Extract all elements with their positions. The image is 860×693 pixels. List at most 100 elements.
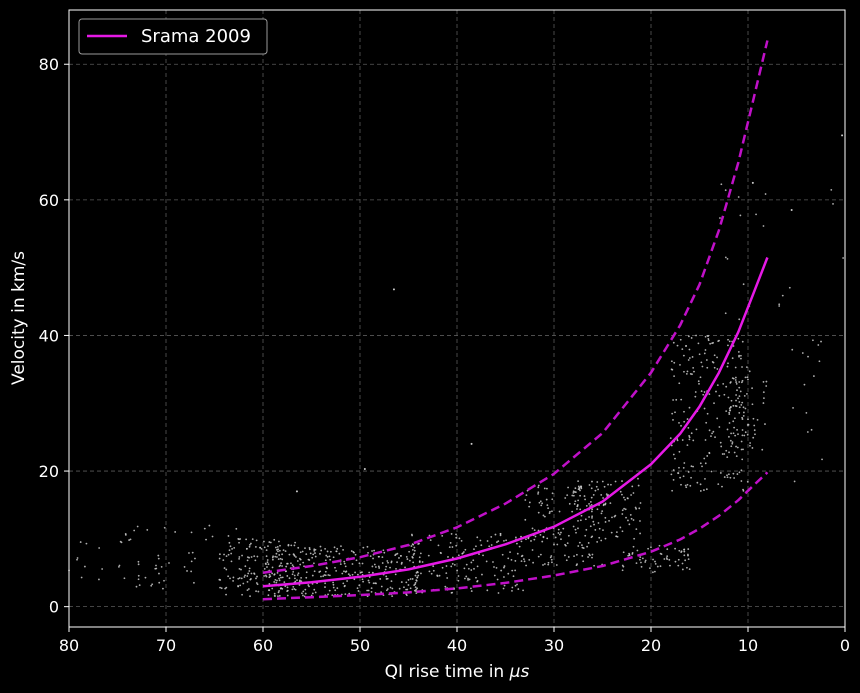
scatter-point bbox=[604, 521, 607, 523]
scatter-point bbox=[392, 288, 395, 291]
scatter-point bbox=[639, 556, 642, 559]
scatter-point bbox=[546, 504, 549, 507]
scatter-point bbox=[219, 579, 222, 581]
scatter-point bbox=[514, 560, 517, 562]
scatter-point bbox=[305, 571, 308, 574]
scatter-point bbox=[686, 566, 688, 569]
scatter-point bbox=[690, 465, 693, 468]
scatter-point bbox=[575, 564, 578, 567]
scatter-point bbox=[746, 424, 749, 426]
scatter-point bbox=[514, 584, 517, 587]
scatter-point bbox=[482, 554, 484, 557]
scatter-point bbox=[591, 480, 593, 483]
scatter-point bbox=[729, 381, 732, 384]
scatter-point bbox=[524, 499, 527, 501]
scatter-point bbox=[554, 536, 557, 539]
scatter-point bbox=[678, 382, 681, 385]
scatter-point bbox=[710, 470, 713, 473]
scatter-point bbox=[727, 362, 729, 365]
scatter-point bbox=[385, 565, 388, 568]
scatter-point bbox=[574, 487, 577, 490]
scatter-point bbox=[274, 578, 277, 581]
scatter-point bbox=[681, 348, 684, 351]
scatter-point bbox=[748, 370, 751, 373]
scatter-point bbox=[735, 455, 738, 458]
scatter-point bbox=[622, 551, 625, 554]
scatter-point bbox=[429, 539, 432, 542]
scatter-point bbox=[594, 529, 597, 531]
scatter-point bbox=[633, 537, 636, 540]
scatter-point bbox=[499, 534, 502, 537]
scatter-point bbox=[592, 493, 595, 496]
scatter-point bbox=[637, 477, 639, 480]
scatter-point bbox=[520, 540, 523, 543]
scatter-point bbox=[580, 487, 583, 490]
scatter-point bbox=[419, 552, 422, 555]
scatter-point bbox=[562, 527, 565, 530]
scatter-point bbox=[367, 551, 369, 554]
scatter-point bbox=[674, 457, 676, 460]
scatter-point bbox=[390, 560, 393, 563]
scatter-point bbox=[308, 585, 310, 588]
scatter-point bbox=[672, 399, 675, 401]
scatter-point bbox=[590, 510, 593, 513]
x-tick-label: 40 bbox=[447, 636, 467, 655]
scatter-point bbox=[326, 550, 329, 553]
scatter-point bbox=[358, 584, 361, 587]
scatter-point bbox=[666, 555, 669, 558]
scatter-point bbox=[623, 507, 626, 510]
scatter-point bbox=[271, 572, 274, 575]
scatter-point bbox=[444, 585, 447, 588]
scatter-point bbox=[632, 519, 635, 521]
scatter-point bbox=[334, 566, 336, 569]
scatter-point bbox=[694, 395, 697, 398]
scatter-point bbox=[692, 465, 694, 468]
scatter-point bbox=[314, 591, 317, 594]
scatter-point bbox=[314, 548, 317, 551]
scatter-point bbox=[604, 516, 607, 519]
scatter-point bbox=[596, 481, 599, 483]
scatter-point bbox=[514, 536, 517, 539]
scatter-point bbox=[793, 480, 796, 483]
scatter-point bbox=[676, 439, 679, 442]
scatter-point bbox=[585, 505, 588, 507]
scatter-point bbox=[740, 440, 743, 443]
scatter-point bbox=[680, 424, 682, 427]
scatter-point bbox=[579, 519, 582, 522]
scatter-point bbox=[436, 574, 439, 577]
scatter-point bbox=[788, 286, 791, 289]
scatter-point bbox=[741, 340, 744, 343]
scatter-point bbox=[509, 551, 511, 554]
scatter-point bbox=[421, 561, 424, 563]
scatter-point bbox=[660, 553, 663, 556]
scatter-point bbox=[666, 548, 669, 551]
scatter-point bbox=[407, 584, 410, 586]
scatter-point bbox=[742, 406, 745, 409]
scatter-point bbox=[711, 342, 713, 345]
scatter-point bbox=[458, 537, 461, 540]
scatter-point bbox=[278, 549, 281, 552]
scatter-point bbox=[237, 585, 239, 587]
scatter-point bbox=[354, 571, 356, 574]
scatter-point bbox=[369, 555, 372, 558]
scatter-point bbox=[253, 572, 255, 575]
scatter-point bbox=[377, 555, 380, 558]
scatter-point bbox=[260, 547, 263, 550]
scatter-point bbox=[591, 553, 594, 556]
scatter-point bbox=[366, 589, 369, 592]
scatter-point bbox=[841, 134, 844, 137]
scatter-point bbox=[678, 466, 680, 469]
scatter-point bbox=[268, 541, 271, 543]
scatter-point bbox=[724, 256, 727, 259]
scatter-point bbox=[279, 564, 282, 567]
scatter-point bbox=[631, 485, 634, 488]
scatter-point bbox=[453, 563, 456, 566]
scatter-point bbox=[810, 428, 813, 431]
scatter-point bbox=[683, 420, 686, 423]
scatter-point bbox=[295, 490, 298, 493]
scatter-point bbox=[280, 562, 283, 565]
scatter-point bbox=[551, 510, 553, 513]
scatter-point bbox=[475, 576, 477, 579]
scatter-point bbox=[228, 549, 231, 552]
